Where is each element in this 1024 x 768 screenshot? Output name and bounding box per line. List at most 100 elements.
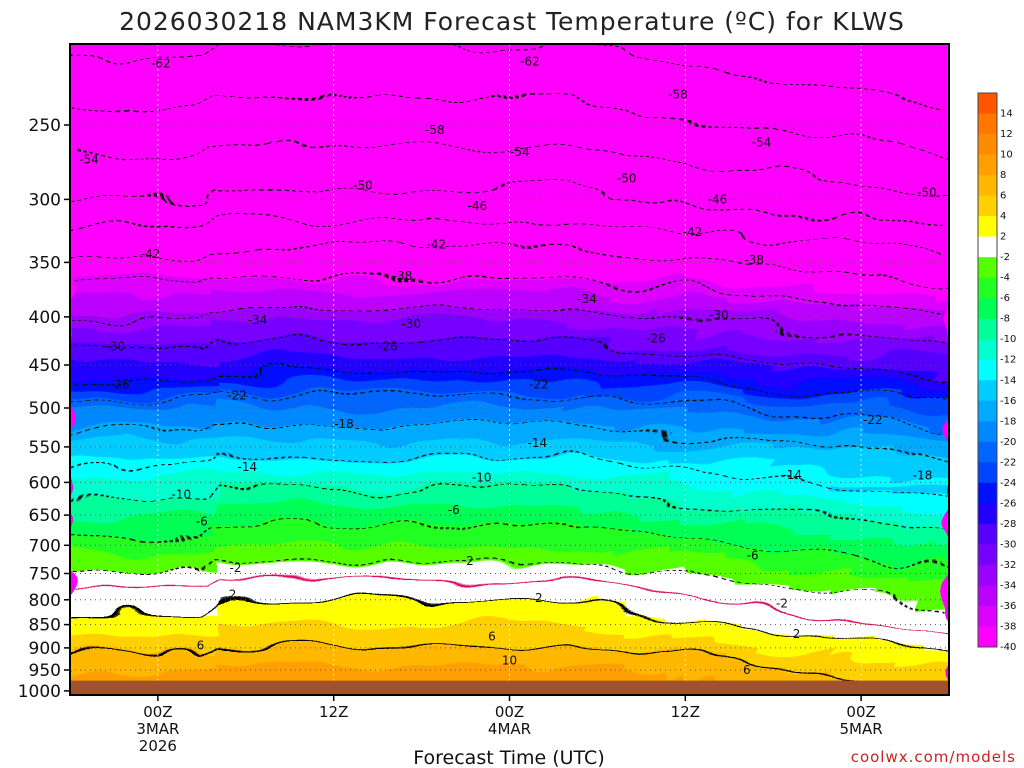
band-cell [142, 191, 159, 199]
band-cell [84, 203, 100, 211]
band-cell [640, 422, 657, 430]
band-cell [523, 511, 540, 518]
band-cell [391, 315, 408, 323]
band-cell [435, 126, 452, 134]
band-cell [494, 641, 511, 649]
band-cell [142, 522, 159, 530]
band-cell [303, 511, 320, 518]
band-cell [128, 315, 144, 323]
band-cell [465, 617, 481, 625]
band-cell [260, 440, 276, 447]
band-cell [186, 428, 203, 436]
band-cell [186, 647, 203, 655]
band-cell [391, 623, 408, 631]
band-cell [538, 268, 554, 276]
band-cell [230, 440, 247, 447]
band-cell [626, 179, 642, 187]
band-cell [142, 599, 159, 607]
band-cell [172, 161, 188, 169]
band-cell [655, 511, 672, 518]
band-cell [582, 653, 598, 660]
band-cell [333, 155, 349, 163]
band-cell [626, 138, 642, 146]
band-cell [406, 150, 423, 157]
band-cell [450, 73, 467, 80]
band-cell [347, 232, 364, 240]
band-cell [582, 55, 598, 63]
band-cell [289, 268, 305, 276]
band-cell [274, 588, 291, 595]
band-cell [201, 582, 217, 589]
band-cell [714, 499, 730, 507]
band-cell [582, 659, 598, 666]
band-cell [157, 191, 174, 199]
band-cell [714, 67, 730, 75]
band-cell [318, 363, 335, 370]
band-cell [377, 641, 393, 649]
band-cell [230, 120, 247, 128]
band-cell [582, 676, 598, 684]
band-cell [670, 499, 686, 507]
band-cell [157, 428, 174, 436]
band-cell [289, 641, 305, 649]
band-cell [479, 552, 496, 560]
band-cell [406, 49, 423, 57]
band-cell [362, 49, 379, 57]
band-cell [84, 505, 100, 512]
band-cell [640, 605, 657, 613]
band-cell [567, 221, 584, 228]
band-cell [728, 298, 745, 305]
band-cell [98, 451, 115, 459]
band-cell [421, 286, 437, 293]
band-cell [98, 203, 115, 211]
band-cell [553, 114, 569, 122]
band-cell [582, 475, 598, 483]
band-cell [494, 481, 511, 489]
band-cell [523, 327, 540, 335]
band-cell [450, 422, 467, 430]
band-cell [684, 410, 701, 418]
band-cell [567, 629, 584, 637]
band-cell [450, 327, 467, 335]
band-cell [450, 540, 467, 548]
band-cell [494, 61, 511, 69]
band-cell [406, 653, 423, 660]
band-cell [70, 144, 86, 151]
band-cell [465, 197, 481, 205]
band-cell [714, 203, 730, 211]
band-cell [318, 546, 335, 554]
band-cell [333, 416, 349, 424]
band-cell [113, 664, 130, 672]
band-cell [230, 570, 247, 578]
band-cell [274, 629, 291, 637]
band-cell [582, 138, 598, 146]
band-cell [303, 664, 320, 672]
band-cell [640, 215, 657, 222]
band-cell [186, 623, 203, 631]
band-cell [157, 505, 174, 512]
band-cell [289, 528, 305, 536]
band-cell [157, 155, 174, 163]
band-cell [172, 274, 188, 282]
band-cell [70, 303, 86, 311]
band-cell [655, 670, 672, 678]
band-cell [670, 321, 686, 329]
band-cell [289, 339, 305, 347]
band-cell [494, 410, 511, 418]
band-cell [582, 120, 598, 128]
band-cell [450, 676, 467, 684]
band-cell [435, 268, 452, 276]
band-cell [84, 404, 100, 412]
band-cell [611, 410, 628, 418]
band-cell [157, 298, 174, 305]
band-cell [714, 422, 730, 430]
band-cell [303, 96, 320, 104]
band-cell [611, 221, 628, 228]
band-cell [567, 617, 584, 625]
band-cell [172, 469, 188, 477]
band-cell [142, 286, 159, 293]
band-cell [596, 410, 613, 418]
band-cell [172, 629, 188, 637]
band-cell [260, 144, 276, 151]
band-cell [172, 61, 188, 69]
